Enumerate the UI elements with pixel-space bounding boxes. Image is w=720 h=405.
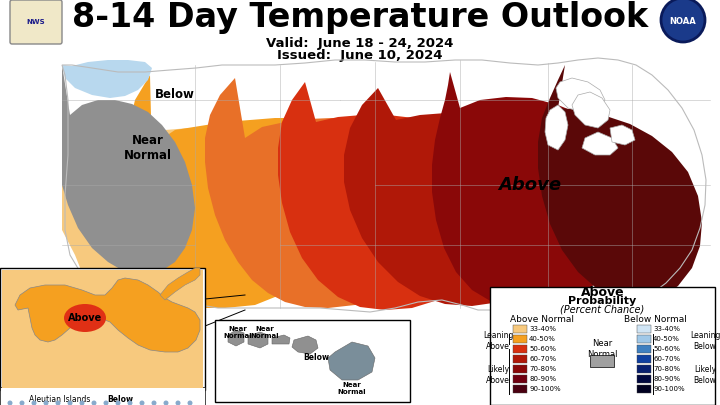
Bar [513, 365, 527, 373]
Polygon shape [15, 278, 200, 352]
Polygon shape [272, 335, 290, 344]
Text: Likely
Above: Likely Above [486, 365, 510, 385]
Bar [513, 325, 527, 333]
Text: Below: Below [303, 354, 329, 362]
Bar [637, 375, 651, 383]
Polygon shape [160, 268, 200, 300]
Bar [637, 365, 651, 373]
Bar [490, 287, 715, 405]
Text: 8-14 Day Temperature Outlook: 8-14 Day Temperature Outlook [72, 2, 648, 34]
Text: Issued:  June 10, 2024: Issued: June 10, 2024 [277, 49, 443, 62]
Text: 33-40%: 33-40% [653, 326, 680, 332]
FancyBboxPatch shape [10, 0, 62, 44]
Circle shape [661, 0, 705, 42]
Circle shape [68, 401, 73, 405]
Circle shape [187, 401, 192, 405]
Text: 60-70%: 60-70% [529, 356, 556, 362]
Text: (Percent Chance): (Percent Chance) [560, 304, 644, 314]
Polygon shape [2, 270, 203, 388]
Polygon shape [292, 336, 318, 354]
Bar [215, 320, 410, 402]
Text: NOAA: NOAA [670, 17, 696, 26]
Polygon shape [610, 125, 635, 145]
Text: Below: Below [107, 394, 133, 403]
Circle shape [104, 401, 109, 405]
Circle shape [91, 401, 96, 405]
Polygon shape [328, 342, 375, 380]
Text: Near
Normal: Near Normal [124, 134, 172, 162]
Text: 33-40%: 33-40% [529, 326, 556, 332]
Polygon shape [128, 75, 362, 308]
Text: Near
Normal: Near Normal [338, 382, 366, 395]
Bar [513, 335, 527, 343]
Bar [637, 385, 651, 393]
Polygon shape [228, 330, 244, 346]
Text: Likely
Below: Likely Below [693, 365, 716, 385]
Text: Leaning
Above: Leaning Above [483, 331, 513, 351]
Bar [637, 355, 651, 363]
Text: Above: Above [68, 313, 102, 323]
Polygon shape [572, 92, 610, 128]
Circle shape [79, 401, 84, 405]
Text: 50-60%: 50-60% [529, 346, 556, 352]
Text: Above: Above [581, 286, 624, 298]
Text: Above Normal: Above Normal [510, 315, 574, 324]
Polygon shape [278, 82, 500, 310]
Bar [513, 345, 527, 353]
Polygon shape [62, 65, 290, 308]
Circle shape [163, 401, 168, 405]
Bar [590, 355, 614, 367]
Text: 90-100%: 90-100% [653, 386, 685, 392]
Circle shape [140, 401, 145, 405]
Text: NWS: NWS [27, 19, 45, 25]
Circle shape [7, 401, 12, 405]
Polygon shape [545, 105, 568, 150]
Polygon shape [205, 78, 455, 308]
Text: 50-60%: 50-60% [653, 346, 680, 352]
Circle shape [32, 401, 37, 405]
Bar [513, 385, 527, 393]
Text: Probability: Probability [568, 296, 636, 306]
Text: Below: Below [155, 89, 195, 102]
Text: Near
Normal: Near Normal [224, 326, 252, 339]
Polygon shape [538, 65, 702, 302]
Text: Aleutian Islands: Aleutian Islands [30, 394, 91, 403]
Circle shape [55, 401, 60, 405]
Text: 90-100%: 90-100% [529, 386, 561, 392]
Circle shape [115, 401, 120, 405]
Text: 80-90%: 80-90% [529, 376, 556, 382]
Text: 40-50%: 40-50% [529, 336, 556, 342]
Circle shape [127, 401, 132, 405]
Text: 70-80%: 70-80% [653, 366, 680, 372]
Text: Above: Above [498, 176, 562, 194]
Polygon shape [62, 60, 152, 98]
Polygon shape [582, 132, 618, 155]
Polygon shape [344, 88, 576, 306]
Text: 40-50%: 40-50% [653, 336, 680, 342]
Circle shape [176, 401, 181, 405]
Circle shape [151, 401, 156, 405]
Polygon shape [248, 332, 268, 348]
Text: 70-80%: 70-80% [529, 366, 556, 372]
Bar [0, 268, 205, 390]
Circle shape [43, 401, 48, 405]
Bar [513, 355, 527, 363]
Text: 80-90%: 80-90% [653, 376, 680, 382]
Text: Below Normal: Below Normal [624, 315, 686, 324]
Polygon shape [62, 65, 195, 275]
Circle shape [19, 401, 24, 405]
Bar [637, 335, 651, 343]
Text: 60-70%: 60-70% [653, 356, 680, 362]
Bar [637, 325, 651, 333]
Bar [637, 345, 651, 353]
Bar [513, 375, 527, 383]
Polygon shape [556, 78, 605, 112]
Text: Valid:  June 18 - 24, 2024: Valid: June 18 - 24, 2024 [266, 36, 454, 49]
Bar [0, 387, 205, 405]
Text: Near
Normal: Near Normal [587, 339, 617, 359]
Text: Near
Normal: Near Normal [251, 326, 279, 339]
Ellipse shape [64, 304, 106, 332]
Polygon shape [432, 72, 632, 308]
Text: Leaning
Below: Leaning Below [690, 331, 720, 351]
